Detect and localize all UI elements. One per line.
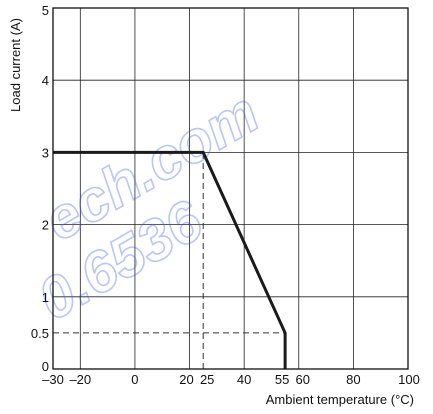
x-tick-label: –30 [42, 372, 64, 387]
x-axis-title: Ambient temperature (°C) [266, 392, 414, 407]
x-tick-label: 0 [131, 372, 138, 387]
y-tick-label: 2 [42, 218, 49, 233]
y-tick-label: 5 [42, 3, 49, 18]
y-tick-label: 0.5 [31, 326, 49, 341]
plot-frame [52, 7, 409, 370]
y-axis-title: Load current (A) [8, 18, 23, 112]
x-tick-label: 60 [296, 372, 310, 387]
y-tick-label: 3 [42, 145, 49, 160]
x-tick-label: 25 [200, 372, 214, 387]
series-line [53, 150, 287, 369]
data-series [53, 150, 287, 369]
x-tick-label: 40 [237, 372, 251, 387]
x-tick-label: 80 [346, 372, 360, 387]
x-tick-labels: –30 –20 0 20 25 40 55 60 80 100 [42, 372, 420, 387]
x-tick-label: –20 [69, 372, 91, 387]
x-tick-label: 100 [398, 372, 420, 387]
y-tick-label: 4 [42, 73, 49, 88]
x-tick-label: 55 [275, 372, 289, 387]
x-tick-label: 20 [179, 372, 193, 387]
reference-lines [53, 152, 286, 369]
y-tick-label: 1 [42, 290, 49, 305]
y-tick-labels: 0 0.5 1 2 3 4 5 [31, 3, 49, 374]
watermark: ech.com 0.6536 [26, 79, 270, 334]
y-tick-label: 0 [42, 359, 49, 374]
grid-lines [53, 8, 408, 369]
